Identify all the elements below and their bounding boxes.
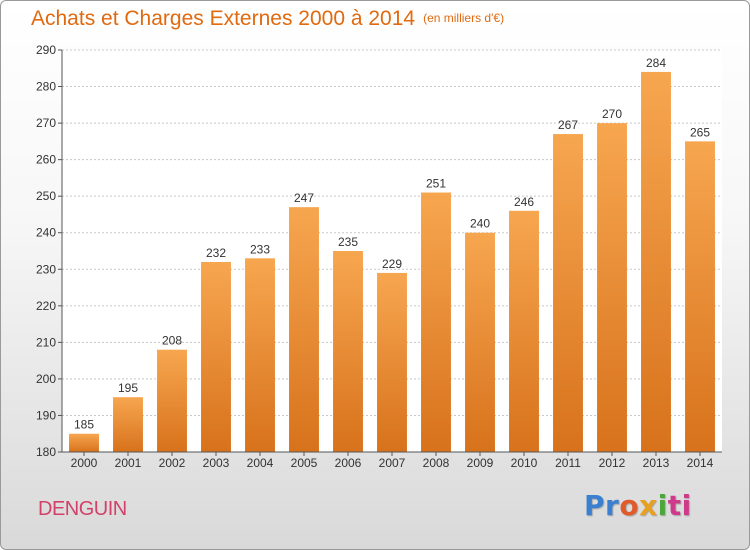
data-label-2009: 240 xyxy=(470,217,490,231)
y-tick-label: 270 xyxy=(36,116,56,130)
bar-2013 xyxy=(641,71,671,452)
data-label-2011: 267 xyxy=(558,118,578,132)
y-tick-label: 240 xyxy=(36,226,56,240)
data-label-2001: 195 xyxy=(118,381,138,395)
y-tick-label: 260 xyxy=(36,153,56,167)
logo-part-2: o xyxy=(619,489,640,522)
y-tick-label: 210 xyxy=(36,335,56,349)
data-label-2003: 232 xyxy=(206,246,226,260)
y-tick-label: 200 xyxy=(36,372,56,386)
x-tick-label-2000: 2000 xyxy=(71,456,98,470)
bar-2012 xyxy=(597,123,627,452)
logo-part-5: ti xyxy=(667,489,692,522)
data-label-2000: 185 xyxy=(74,418,94,432)
y-tick-label: 250 xyxy=(36,189,56,203)
bar-2003 xyxy=(201,261,231,452)
logo-part-1: Pr xyxy=(584,489,620,522)
x-tick-label-2013: 2013 xyxy=(643,456,670,470)
y-tick-label: 180 xyxy=(36,445,56,459)
data-label-2005: 247 xyxy=(294,191,314,205)
x-tick-label-2003: 2003 xyxy=(203,456,230,470)
data-label-2004: 233 xyxy=(250,242,270,256)
data-label-2007: 229 xyxy=(382,257,402,271)
data-label-2002: 208 xyxy=(162,334,182,348)
data-label-2012: 270 xyxy=(602,107,622,121)
bar-2008 xyxy=(421,192,451,452)
x-tick-label-2014: 2014 xyxy=(687,456,714,470)
data-label-2008: 251 xyxy=(426,177,446,191)
data-label-2014: 265 xyxy=(690,125,710,139)
bar-2014 xyxy=(685,141,715,452)
x-tick-label-2010: 2010 xyxy=(511,456,538,470)
bar-2002 xyxy=(157,349,187,452)
bar-2006 xyxy=(333,251,363,452)
bar-2001 xyxy=(113,397,143,452)
data-label-2010: 246 xyxy=(514,195,534,209)
y-tick-label: 190 xyxy=(36,408,56,422)
data-label-2013: 284 xyxy=(646,56,666,70)
x-tick-label-2007: 2007 xyxy=(379,456,406,470)
y-tick-label: 290 xyxy=(36,43,56,57)
x-tick-label-2005: 2005 xyxy=(291,456,318,470)
y-tick-label: 220 xyxy=(36,299,56,313)
x-tick-label-2009: 2009 xyxy=(467,456,494,470)
chart-title: Achats et Charges Externes 2000 à 2014 (e… xyxy=(31,7,504,31)
x-tick-label-2011: 2011 xyxy=(555,456,581,470)
x-tick-label-2002: 2002 xyxy=(159,456,186,470)
x-tick-label-2008: 2008 xyxy=(423,456,450,470)
chart-unit: (en milliers d'€) xyxy=(423,11,505,25)
logo-part-4: i xyxy=(657,489,668,522)
bar-2004 xyxy=(245,258,275,452)
bar-2010 xyxy=(509,210,539,452)
place-name: DENGUIN xyxy=(38,498,127,520)
y-tick-label: 280 xyxy=(36,80,56,94)
logo-part-3: x xyxy=(639,489,658,522)
x-tick-label-2006: 2006 xyxy=(335,456,362,470)
x-tick-label-2001: 2001 xyxy=(115,456,142,470)
chart-title-text: Achats et Charges Externes 2000 à 2014 xyxy=(31,7,416,30)
bar-2009 xyxy=(465,232,495,452)
y-tick-label: 230 xyxy=(36,262,56,276)
bar-2000 xyxy=(69,433,99,452)
data-label-2006: 235 xyxy=(338,235,358,249)
bar-2005 xyxy=(289,207,319,452)
proxiti-logo[interactable]: Proxiti xyxy=(584,489,692,522)
bar-2007 xyxy=(377,272,407,452)
bar-2011 xyxy=(553,134,583,452)
x-tick-label-2012: 2012 xyxy=(599,456,626,470)
x-tick-label-2004: 2004 xyxy=(247,456,274,470)
